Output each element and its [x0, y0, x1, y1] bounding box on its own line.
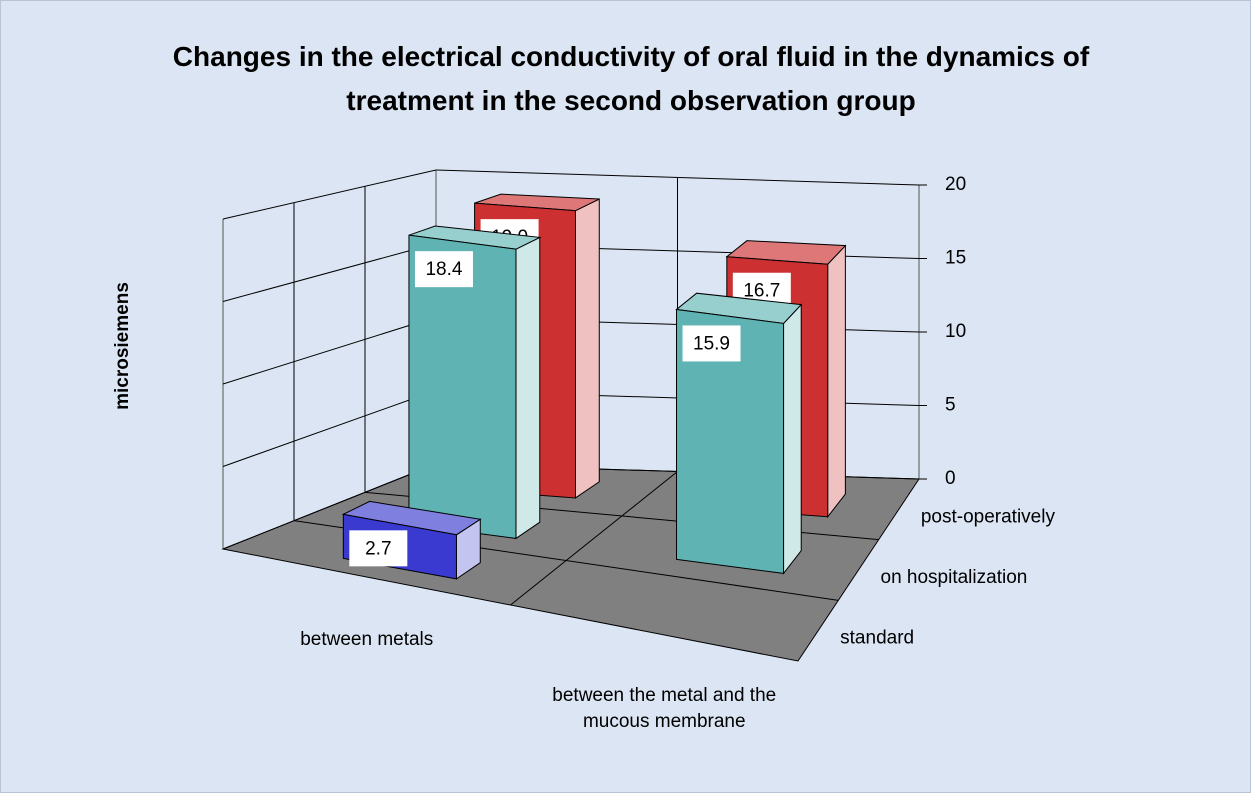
grid-line	[222, 463, 437, 550]
grid-line	[222, 316, 437, 385]
grid-line	[222, 243, 437, 302]
data-label-box	[349, 530, 408, 567]
y-tick-label: 5	[945, 395, 956, 416]
y-tick-label: 15	[945, 248, 966, 269]
series-label: standard	[840, 628, 914, 649]
series-label: post-operatively	[921, 506, 1056, 527]
bar-side	[827, 244, 846, 519]
y-tick-label: 0	[945, 468, 956, 489]
data-label: 18.4	[425, 259, 462, 280]
bar-side	[515, 236, 541, 540]
y-tick-label: 20	[945, 174, 966, 195]
x-tick-label: between the metal and the mucous membran…	[552, 685, 777, 732]
series-label: on hospitalization	[881, 567, 1028, 588]
y-axis-title: microsiemens	[112, 282, 133, 410]
bar-side	[783, 303, 802, 575]
data-label: 16.7	[743, 281, 780, 302]
y-tick-label: 10	[945, 321, 966, 342]
data-label: 2.7	[365, 538, 391, 559]
bar	[676, 308, 785, 574]
data-label-box	[682, 325, 741, 362]
grid-line	[222, 390, 437, 467]
bar-side	[574, 198, 600, 499]
data-label: 15.9	[693, 333, 730, 354]
x-tick-label: between metals	[300, 629, 434, 650]
chart-title: Changes in the electrical conductivity o…	[172, 41, 1090, 116]
floor-divider	[510, 471, 678, 606]
data-label-box	[414, 251, 473, 288]
grid-line	[222, 169, 437, 220]
